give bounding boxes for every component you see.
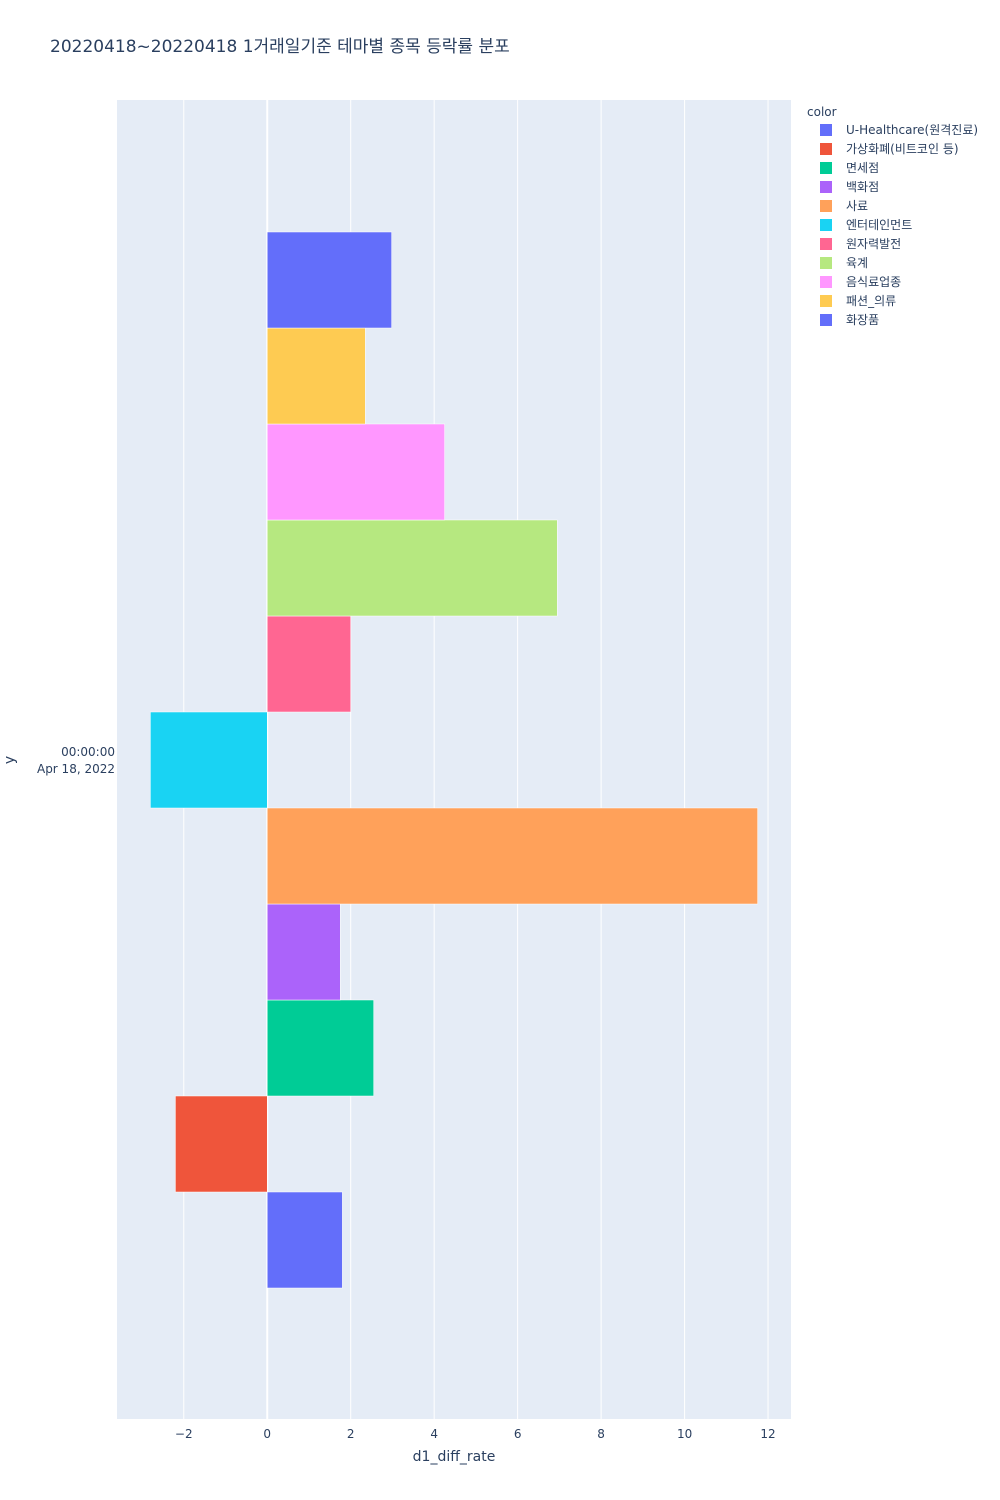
legend-item[interactable]: 화장품 [820, 313, 879, 327]
x-tick-label: 0 [263, 1427, 271, 1441]
y-tick-label: 00:00:00 [61, 745, 115, 759]
legend-item[interactable]: 음식료업종 [820, 275, 901, 289]
bars [150, 231, 758, 1289]
bar [266, 807, 758, 905]
legend-item[interactable]: 육계 [820, 256, 868, 270]
chart-title: 20220418~20220418 1거래일기준 테마별 종목 등락률 분포 [50, 37, 510, 57]
bar [266, 231, 392, 329]
legend-label: 음식료업종 [846, 275, 901, 289]
legend-item[interactable]: 원자력발전 [820, 237, 901, 251]
legend-swatch [820, 219, 832, 231]
legend-title: color [807, 105, 837, 119]
legend-swatch [820, 314, 832, 326]
legend-swatch [820, 143, 832, 155]
bar [266, 615, 351, 713]
x-tick-label: 10 [677, 1427, 692, 1441]
x-tick-label: 2 [347, 1427, 355, 1441]
y-category-label: 00:00:00 Apr 18, 2022 [37, 745, 115, 776]
legend-item[interactable]: U-Healthcare(원격진료) [820, 123, 978, 137]
legend-item[interactable]: 사료 [820, 199, 868, 213]
bar [175, 1095, 268, 1193]
legend-item[interactable]: 백화점 [820, 180, 879, 194]
legend-swatch [820, 276, 832, 288]
bar [266, 1191, 343, 1289]
legend-swatch [820, 257, 832, 269]
legend-swatch [820, 238, 832, 250]
legend-swatch [820, 200, 832, 212]
legend-label: 화장품 [846, 313, 879, 327]
x-tick-label: −2 [175, 1427, 193, 1441]
legend-label: 육계 [846, 256, 868, 270]
legend-swatch [820, 162, 832, 174]
legend-item[interactable]: 패션_의류 [820, 294, 896, 308]
bar [266, 903, 341, 1001]
legend-label: 패션_의류 [846, 294, 896, 308]
y-axis-title: y [2, 756, 18, 764]
x-tick-labels: −2 0 2 4 6 8 10 12 [175, 1427, 776, 1441]
legend-label: 사료 [846, 199, 868, 213]
legend-swatch [820, 295, 832, 307]
bar [266, 327, 366, 425]
legend-item[interactable]: 가상화폐(비트코인 등) [820, 142, 959, 156]
legend-label: 엔터테인먼트 [846, 218, 912, 232]
x-axis-title: d1_diff_rate [413, 1449, 496, 1465]
bar [266, 519, 558, 617]
legend-label: 면세점 [846, 161, 879, 175]
bar [150, 711, 268, 809]
legend-swatch [820, 124, 832, 136]
x-tick-label: 12 [760, 1427, 775, 1441]
legend-label: 가상화폐(비트코인 등) [846, 142, 959, 156]
legend-swatch [820, 181, 832, 193]
legend-item[interactable]: 엔터테인먼트 [820, 218, 912, 232]
legend-item[interactable]: 면세점 [820, 161, 879, 175]
x-tick-label: 8 [597, 1427, 605, 1441]
legend-label: 원자력발전 [846, 237, 901, 251]
x-tick-label: 6 [514, 1427, 522, 1441]
bar [266, 423, 445, 521]
x-tick-label: 4 [430, 1427, 438, 1441]
bar [266, 999, 374, 1097]
legend[interactable]: U-Healthcare(원격진료) 가상화폐(비트코인 등) 면세점백화점사료엔터… [820, 123, 978, 327]
legend-label: 백화점 [846, 180, 879, 194]
legend-label: U-Healthcare(원격진료) [846, 123, 978, 137]
y-tick-label: Apr 18, 2022 [37, 762, 115, 776]
